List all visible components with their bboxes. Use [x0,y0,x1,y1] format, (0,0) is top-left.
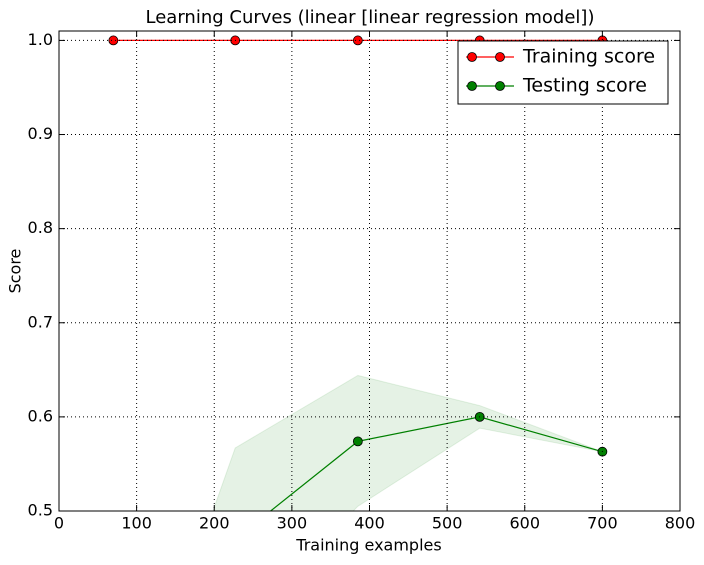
x-tick-label: 800 [665,514,696,533]
y-tick-label: 0.8 [28,218,53,237]
legend-box [457,40,669,105]
y-tick-label: 0.9 [28,124,53,143]
x-axis-label: Training examples [295,536,441,555]
data-point [108,35,119,46]
confidence-band [212,374,603,511]
legend-marker [495,81,505,91]
data-point [231,535,240,544]
x-tick-label: 500 [432,514,463,533]
chart-title: Learning Curves (linear [linear regressi… [146,7,595,28]
legend-marker [467,81,477,91]
plot-frame [58,30,681,512]
legend-marker [467,52,477,62]
x-tick-label: 700 [587,514,618,533]
data-point [352,436,363,447]
legend-marker [495,52,505,62]
legend-label: Training score [522,46,655,68]
x-tick-label: 200 [199,514,230,533]
plot-area [108,35,608,544]
overlay: 0 100 200 300 400 500 600 700 800 0.5 0.6 0.7 0.8 0.9… [28,30,696,533]
y-tick-label: 0.6 [28,406,53,425]
x-tick-label: 400 [354,514,385,533]
y-axis-label: Score [6,249,25,294]
y-tick-label: 0.5 [28,501,53,520]
y-tick-label: 0.7 [28,312,53,331]
legend-label: Testing score [522,75,647,97]
y-tick-label: 1.0 [28,30,53,49]
x-tick-label: 600 [509,514,540,533]
x-tick-label: 300 [277,514,308,533]
x-tick-label: 0 [54,514,64,533]
x-tick-label: 100 [121,514,152,533]
data-point [352,35,363,46]
